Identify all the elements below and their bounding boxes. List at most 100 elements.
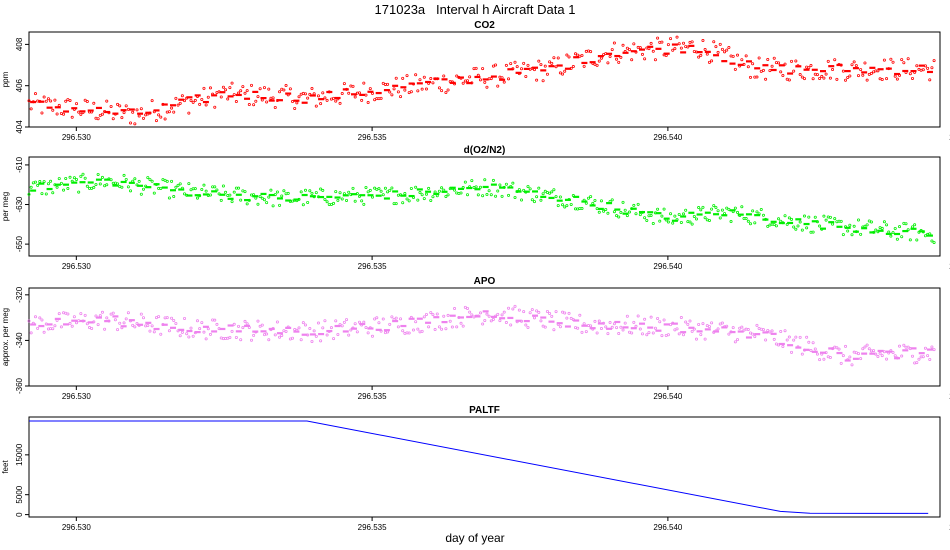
data-point [550,314,554,318]
data-point [355,330,359,334]
data-point [906,57,910,61]
data-point [33,92,37,96]
data-point [262,86,266,90]
data-point [239,89,243,93]
data-point [524,74,528,78]
data-point [783,214,787,218]
x-tick-label: 296.535 [358,392,387,401]
data-point [597,319,601,323]
data-point [399,317,403,321]
data-point [802,77,806,81]
data-point [794,59,798,63]
data-point [427,325,431,329]
data-point [921,68,925,72]
data-point [537,186,541,190]
panel-0: CO2ppm296.530296.535296.540296.545404406… [1,20,950,142]
data-point [597,210,601,214]
data-point [420,193,424,197]
data-point [420,87,424,91]
data-point [33,180,37,184]
data-point [478,78,482,82]
y-tick-label: 0 [15,512,24,517]
data-point [863,61,867,65]
data-point [915,361,919,365]
data-point [390,315,394,319]
data-point [237,186,241,190]
data-point [141,187,145,191]
data-point [431,195,435,199]
data-point [316,94,320,98]
data-point [329,202,333,206]
data-point [414,185,418,189]
data-point [49,179,53,183]
data-point [595,331,599,335]
data-point [846,229,850,233]
x-tick-label: 296.535 [358,262,387,271]
data-point [621,43,625,47]
data-point [558,71,562,75]
data-point [187,111,191,115]
data-point [219,95,223,99]
data-point [122,173,126,177]
y-tick-label: 408 [15,37,24,51]
data-point [586,196,590,200]
data-point [694,217,698,221]
data-point [232,322,236,326]
data-point [504,321,508,325]
data-point [571,65,575,69]
data-point [880,226,884,230]
data-point [146,176,150,180]
data-point [64,176,68,180]
x-tick-label: 296.540 [653,262,682,271]
data-point [375,316,379,320]
data-point [751,332,755,336]
panel-3: PALTFfeet296.530296.535296.540296.545050… [1,405,950,532]
data-point [932,240,936,244]
data-point [716,209,720,213]
data-point [230,81,234,85]
data-point [714,45,718,49]
data-point [310,339,314,343]
data-point [543,325,547,329]
data-point [157,315,161,319]
data-point [915,64,919,68]
data-point [520,67,524,71]
data-point [187,335,191,339]
data-point [360,98,364,102]
data-point [602,209,606,213]
data-point [733,67,737,71]
data-point [366,101,370,105]
data-point [662,207,666,211]
data-point [27,99,31,103]
data-point [874,228,878,232]
data-point [753,335,757,339]
data-point [535,309,539,313]
data-point [692,214,696,218]
data-point [876,355,880,359]
data-point [180,94,184,98]
data-point [865,78,869,82]
data-point [481,322,485,326]
data-point [895,77,899,81]
data-point [848,74,852,78]
data-point [906,345,910,349]
data-point [418,78,422,82]
data-point [394,76,398,80]
data-point [824,218,828,222]
data-point [727,46,731,50]
data-point [541,192,545,196]
data-point [777,217,781,221]
data-point [405,74,409,78]
data-point [150,179,154,183]
data-point [66,312,70,316]
data-point [517,308,521,312]
data-point [900,354,904,358]
data-point [716,50,720,54]
data-point [623,208,627,212]
data-point [310,191,314,195]
data-point [489,319,493,323]
data-point [576,326,580,330]
data-point [185,332,189,336]
data-point [865,223,869,227]
data-point [535,78,539,82]
